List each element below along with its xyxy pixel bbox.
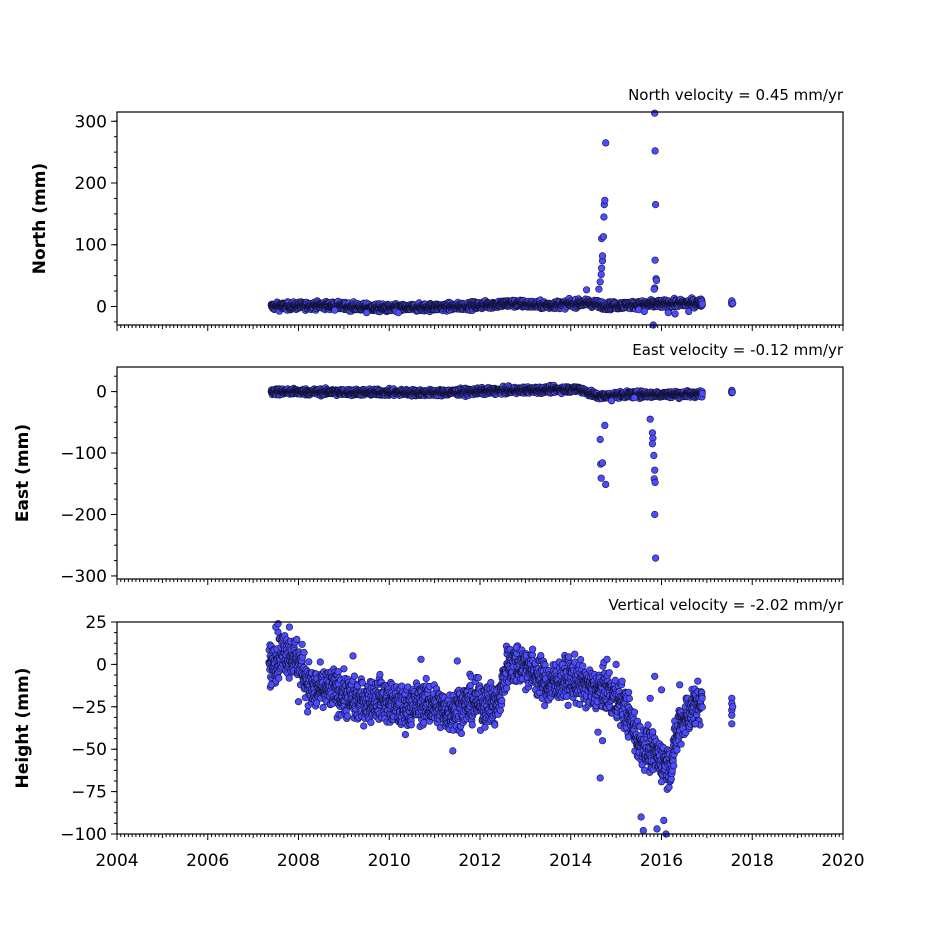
- height-point-265: [319, 703, 327, 712]
- east-point-2116: [602, 480, 610, 489]
- north-point-2118: [598, 252, 607, 260]
- east-point-2123: [651, 466, 659, 474]
- height-point-195: [305, 658, 313, 666]
- east-point-2133: [728, 388, 736, 396]
- height-point-99: [285, 674, 293, 682]
- north-point-2126: [640, 307, 648, 316]
- north-x-ticks: [116, 325, 844, 331]
- north-point-2120: [599, 233, 608, 241]
- height-point-162: [298, 640, 306, 648]
- east-point-2129: [630, 394, 638, 402]
- north-y-ticks: 0 100 200 300: [75, 112, 117, 323]
- east-point-2112: [596, 435, 604, 444]
- north-point-2130: [651, 256, 659, 264]
- north-point-2121: [600, 213, 608, 221]
- north-point-2142: [394, 309, 402, 317]
- east-panel: East velocity = -0.12 mm/yr 0 −100 −200 −30…: [13, 341, 844, 587]
- north-y-tick-label: 100: [75, 236, 107, 256]
- north-point-2116: [597, 264, 606, 272]
- north-point-2139: [331, 306, 339, 314]
- east-y-tick-label: −300: [60, 567, 107, 587]
- north-points: [267, 109, 737, 329]
- east-point-2114: [598, 459, 607, 467]
- north-point-2147: [729, 299, 737, 308]
- east-point-2117: [601, 421, 609, 430]
- east-y-tick-label: −200: [60, 505, 107, 525]
- north-point-2112: [582, 286, 591, 294]
- north-point-2123: [601, 196, 609, 204]
- north-point-2128: [651, 147, 659, 155]
- north-point-2137: [671, 310, 679, 318]
- north-plot-frame: [116, 111, 844, 326]
- north-point-2134: [650, 285, 658, 293]
- north-point-2132: [652, 276, 661, 285]
- east-point-2115: [597, 474, 605, 482]
- north-point-2115: [597, 270, 605, 279]
- east-point-2121: [648, 440, 657, 448]
- north-y-tick-label: 300: [75, 112, 107, 132]
- east-point-2118: [646, 415, 654, 423]
- east-x-ticks: [116, 579, 844, 585]
- height-panel-title: Vertical velocity = -2.02 mm/yr: [608, 596, 843, 614]
- height-point-136: [293, 635, 301, 644]
- north-point-2129: [651, 201, 660, 209]
- east-point-2111: [698, 389, 706, 398]
- height-points: [265, 620, 737, 838]
- east-y-tick-label: −100: [60, 444, 107, 464]
- north-point-2111: [698, 300, 706, 308]
- north-point-2124: [602, 139, 610, 147]
- east-y-tick-label: 0: [96, 383, 107, 403]
- east-point-2128: [607, 397, 616, 405]
- east-points: [267, 381, 736, 562]
- east-point-2125: [651, 478, 659, 487]
- north-point-2138: [685, 307, 693, 316]
- north-y-axis-label: North (mm): [30, 163, 50, 274]
- north-panel-title: North velocity = 0.45 mm/yr: [628, 86, 844, 104]
- north-point-2113: [595, 285, 603, 293]
- north-point-2140: [363, 309, 371, 317]
- north-point-2114: [596, 278, 604, 286]
- north-y-tick-label: 200: [75, 174, 107, 194]
- north-point-2136: [664, 309, 672, 317]
- height-point-48: [275, 674, 283, 682]
- height-point-251: [316, 658, 324, 666]
- east-y-axis-label: East (mm): [13, 424, 33, 522]
- east-panel-title: East velocity = -0.12 mm/yr: [632, 341, 844, 359]
- height-panel: Vertical velocity = -2.02 mm/yr 250−25−5…: [13, 596, 865, 871]
- east-point-2127: [651, 554, 660, 562]
- north-point-2127: [651, 109, 659, 117]
- north-y-tick-label: 0: [96, 297, 107, 317]
- east-point-2122: [650, 451, 658, 460]
- east-point-2126: [651, 510, 659, 519]
- height-point-172: [300, 648, 308, 657]
- east-y-ticks: 0 −100 −200 −300: [60, 375, 117, 587]
- north-panel: North velocity = 0.45 mm/yr 0 100 200 300 N…: [30, 86, 844, 331]
- east-plot-frame: [116, 366, 844, 580]
